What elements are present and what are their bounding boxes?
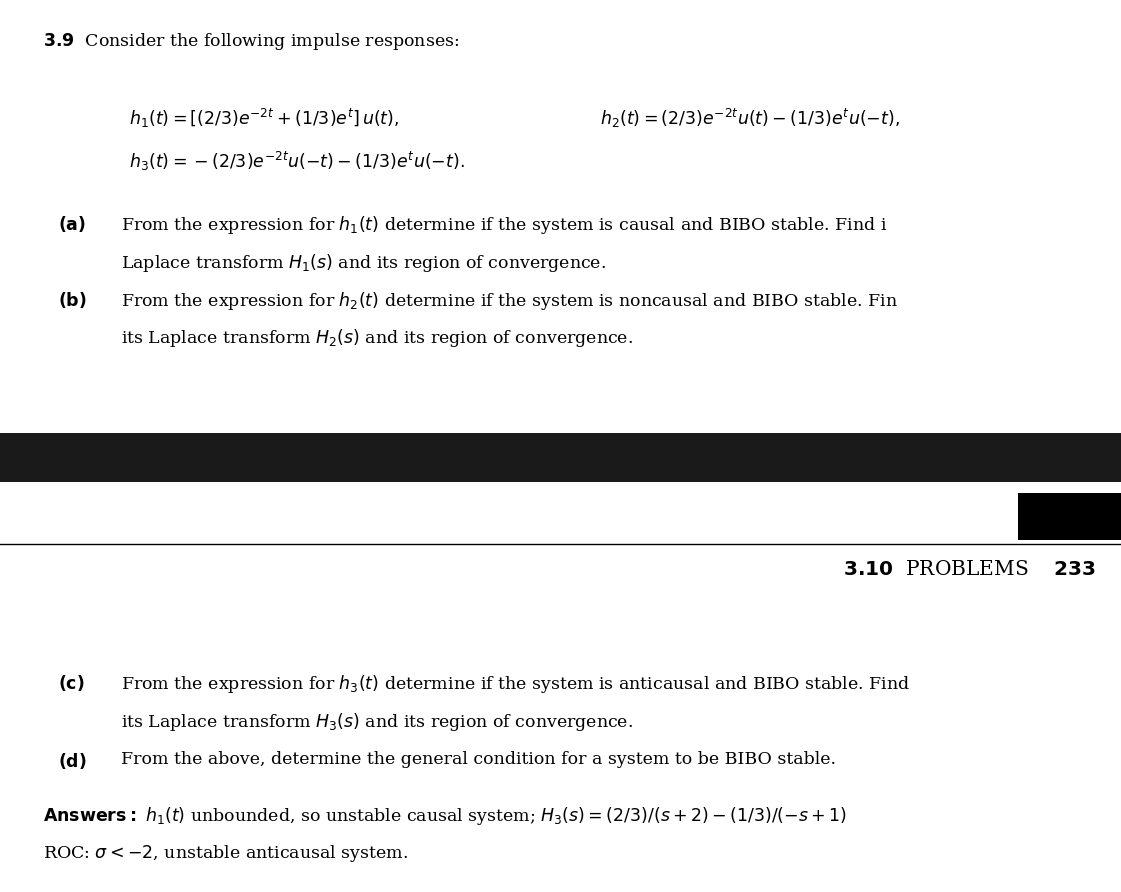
Text: $\mathbf{3.10}$  PROBLEMS    $\mathbf{233}$: $\mathbf{3.10}$ PROBLEMS $\mathbf{233}$ [843, 560, 1096, 579]
Text: ROC: $\sigma < -2$, unstable anticausal system.: ROC: $\sigma < -2$, unstable anticausal … [43, 843, 408, 864]
Text: $\mathbf{(d)}$: $\mathbf{(d)}$ [58, 751, 87, 771]
Text: $\mathbf{(a)}$: $\mathbf{(a)}$ [58, 214, 86, 234]
Text: From the expression for $h_3(t)$ determine if the system is anticausal and BIBO : From the expression for $h_3(t)$ determi… [121, 673, 910, 696]
Text: $h_3(t) = -(2/3)e^{-2t}u(-t) - (1/3)e^tu(-t).$: $h_3(t) = -(2/3)e^{-2t}u(-t) - (1/3)e^tu… [129, 150, 464, 173]
Text: $24$: $24$ [1096, 439, 1121, 475]
Text: From the expression for $h_2(t)$ determine if the system is noncausal and BIBO s: From the expression for $h_2(t)$ determi… [121, 290, 898, 312]
Text: $\mathbf{3.9}$  Consider the following impulse responses:: $\mathbf{3.9}$ Consider the following im… [43, 31, 458, 53]
Text: From the expression for $h_1(t)$ determine if the system is causal and BIBO stab: From the expression for $h_1(t)$ determi… [121, 214, 888, 236]
Text: $\mathbf{(b)}$: $\mathbf{(b)}$ [58, 290, 87, 310]
Text: its Laplace transform $H_2(s)$ and its region of convergence.: its Laplace transform $H_2(s)$ and its r… [121, 327, 633, 350]
Text: $\mathbf{(c)}$: $\mathbf{(c)}$ [58, 673, 85, 693]
Bar [0, 433, 1121, 482]
Text: From the above, determine the general condition for a system to be BIBO stable.: From the above, determine the general co… [121, 751, 836, 768]
Text: $h_1(t) = [(2/3)e^{-2t} + (1/3)e^t]\,u(t),$: $h_1(t) = [(2/3)e^{-2t} + (1/3)e^t]\,u(t… [129, 107, 399, 130]
Text: its Laplace transform $H_3(s)$ and its region of convergence.: its Laplace transform $H_3(s)$ and its r… [121, 711, 633, 733]
Text: $h_2(t) = (2/3)e^{-2t}u(t) - (1/3)e^tu(-t),$: $h_2(t) = (2/3)e^{-2t}u(t) - (1/3)e^tu(-… [600, 107, 900, 130]
Text: Laplace transform $H_1(s)$ and its region of convergence.: Laplace transform $H_1(s)$ and its regio… [121, 252, 606, 274]
Bar [1018, 493, 1121, 540]
Text: $\mathbf{Answers:}$ $h_1(t)$ unbounded, so unstable causal system; $H_3(s) = (2/: $\mathbf{Answers:}$ $h_1(t)$ unbounded, … [43, 805, 846, 827]
Bar [0, 482, 1121, 544]
